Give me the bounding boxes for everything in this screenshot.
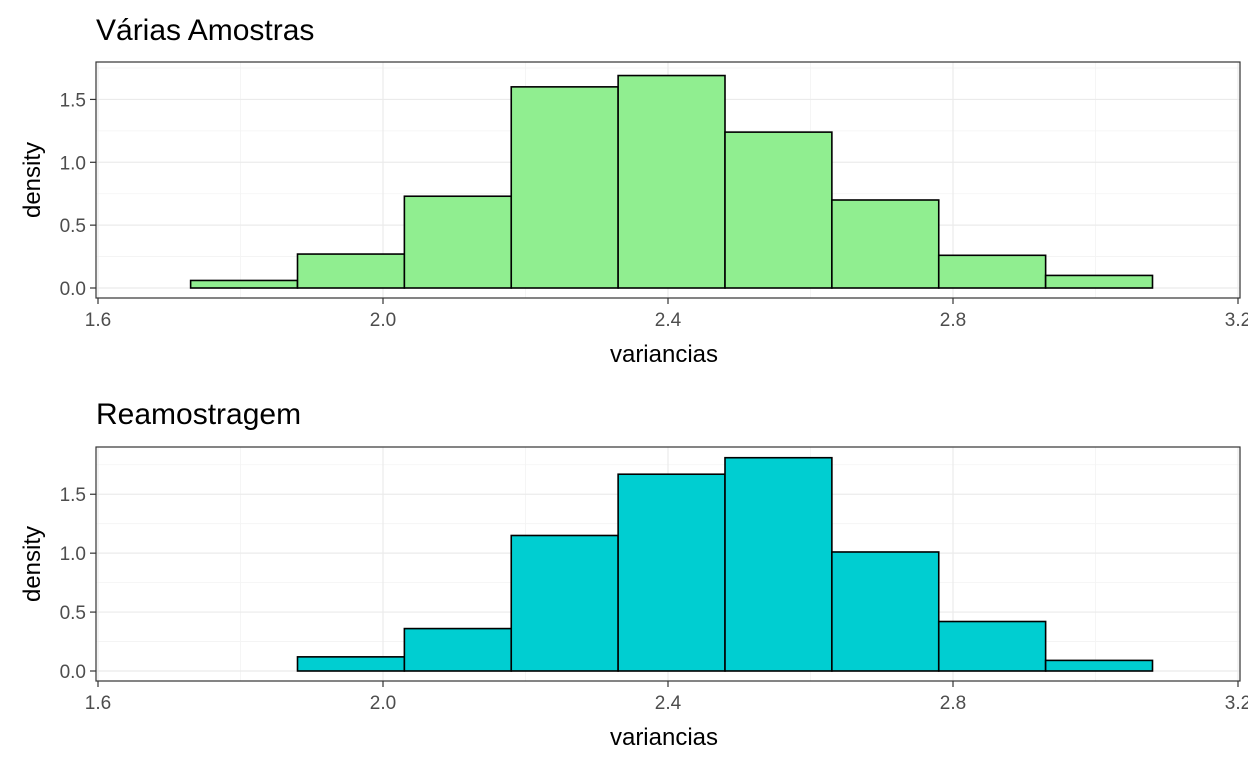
histogram-bar-4 bbox=[510, 534, 619, 672]
x-tick-label: 2.8 bbox=[940, 693, 966, 714]
histogram-bar-5 bbox=[617, 473, 726, 672]
x-tick-label: 3.2 bbox=[1225, 310, 1248, 331]
y-tick-label: 1.0 bbox=[60, 153, 86, 174]
x-tick-label: 3.2 bbox=[1225, 693, 1248, 714]
x-tick-label: 1.6 bbox=[85, 310, 111, 331]
chart-title: Reamostragem bbox=[96, 398, 301, 431]
chart-panel-1: 1.6 2.0 2.4 2.8 3.2 0.0 0.5 1.0 1.5 Várias Amostr… bbox=[19, 14, 1248, 368]
histogram-bar-7 bbox=[831, 551, 940, 672]
y-tick-label: 0.0 bbox=[60, 662, 86, 683]
histogram-bar-3 bbox=[403, 195, 513, 289]
y-tick-label: 1.5 bbox=[60, 90, 86, 111]
x-axis-title: variancias bbox=[610, 724, 718, 751]
y-tick-label: 1.0 bbox=[60, 544, 86, 565]
y-tick-label: 0.5 bbox=[60, 603, 86, 624]
histogram-bar-3 bbox=[403, 627, 513, 672]
x-tick-label: 2.4 bbox=[655, 693, 682, 714]
histogram-bar-2 bbox=[296, 656, 406, 672]
x-tick-label: 2.0 bbox=[370, 693, 396, 714]
x-tick-label: 2.4 bbox=[655, 310, 682, 331]
x-axis-title: variancias bbox=[610, 341, 718, 368]
histogram-bar-9 bbox=[1044, 659, 1154, 672]
y-axis-title: density bbox=[19, 142, 46, 218]
histogram-bar-6 bbox=[724, 131, 833, 289]
histogram-bar-5 bbox=[617, 74, 726, 289]
histogram-bar-4 bbox=[510, 86, 619, 289]
histogram-bar-6 bbox=[724, 456, 833, 672]
y-tick-label: 1.5 bbox=[60, 485, 86, 506]
x-tick-label: 2.0 bbox=[370, 310, 396, 331]
y-tick-label: 0.5 bbox=[60, 216, 86, 237]
histogram-bar-2 bbox=[296, 253, 406, 289]
x-tick-label: 2.8 bbox=[940, 310, 966, 331]
chart-title: Várias Amostras bbox=[96, 14, 314, 47]
histogram-bar-1 bbox=[189, 279, 299, 289]
histogram-bar-8 bbox=[937, 620, 1047, 672]
y-axis-title: density bbox=[19, 526, 46, 602]
x-tick-label: 1.6 bbox=[85, 693, 111, 714]
y-tick-label: 0.0 bbox=[60, 279, 86, 300]
histogram-bar-8 bbox=[937, 254, 1047, 289]
chart-panel-2: 1.6 2.0 2.4 2.8 3.2 0.0 0.5 1.0 1.5 Reamostragem v… bbox=[19, 398, 1248, 751]
histogram-bar-7 bbox=[831, 199, 940, 289]
histogram-bar-9 bbox=[1044, 274, 1154, 289]
